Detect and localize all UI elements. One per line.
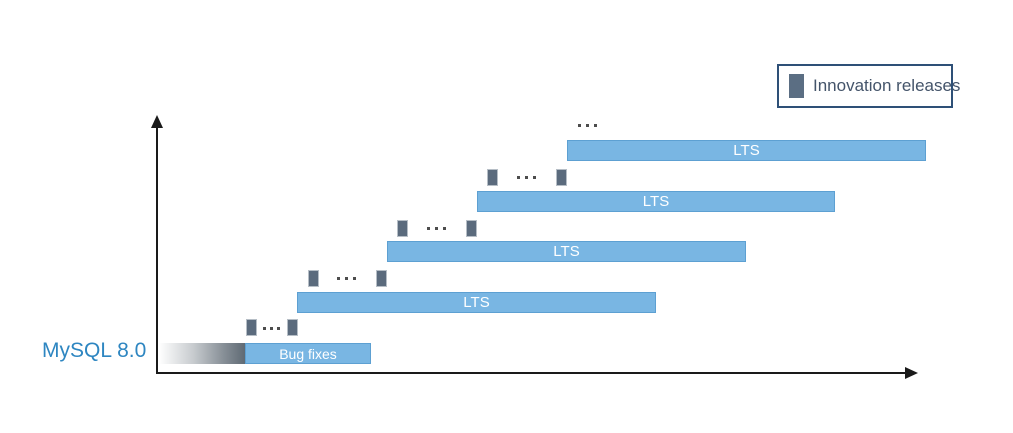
ellipsis-icon xyxy=(427,227,446,230)
bar-lts-2-label: LTS xyxy=(553,243,580,260)
bar-lts-2: LTS xyxy=(387,241,746,262)
innovation-release-icon xyxy=(556,169,567,186)
ellipsis-icon xyxy=(337,277,356,280)
bar-bug-fixes: Bug fixes xyxy=(245,343,371,364)
ellipsis-icon xyxy=(578,124,597,127)
innovation-release-icon xyxy=(487,169,498,186)
bar-lts-1-label: LTS xyxy=(463,294,490,311)
legend: Innovation releases xyxy=(777,64,960,108)
innovation-release-swatch-icon xyxy=(789,74,804,98)
x-axis-line xyxy=(156,372,906,374)
innovation-release-icon xyxy=(308,270,319,287)
innovation-release-icon xyxy=(466,220,477,237)
legend-label: Innovation releases xyxy=(813,76,961,95)
bar-lts-4-label: LTS xyxy=(733,142,760,159)
x-axis-arrow-icon xyxy=(905,367,918,379)
innovation-release-icon xyxy=(246,319,257,336)
bar-lts-1: LTS xyxy=(297,292,656,313)
y-axis-arrow-icon xyxy=(151,115,163,128)
bugfix-gradient-tail xyxy=(159,343,245,364)
bar-bug-fixes-label: Bug fixes xyxy=(279,345,337,362)
ellipsis-icon xyxy=(517,176,536,179)
innovation-release-icon xyxy=(376,270,387,287)
series-title: MySQL 8.0 xyxy=(42,339,147,362)
innovation-release-icon xyxy=(287,319,298,336)
innovation-release-icon xyxy=(397,220,408,237)
y-axis-line xyxy=(156,127,158,373)
bar-lts-3-label: LTS xyxy=(642,193,670,210)
bar-lts-3: LTS xyxy=(477,191,835,212)
bar-lts-4: LTS xyxy=(567,140,926,161)
ellipsis-icon xyxy=(263,327,280,330)
